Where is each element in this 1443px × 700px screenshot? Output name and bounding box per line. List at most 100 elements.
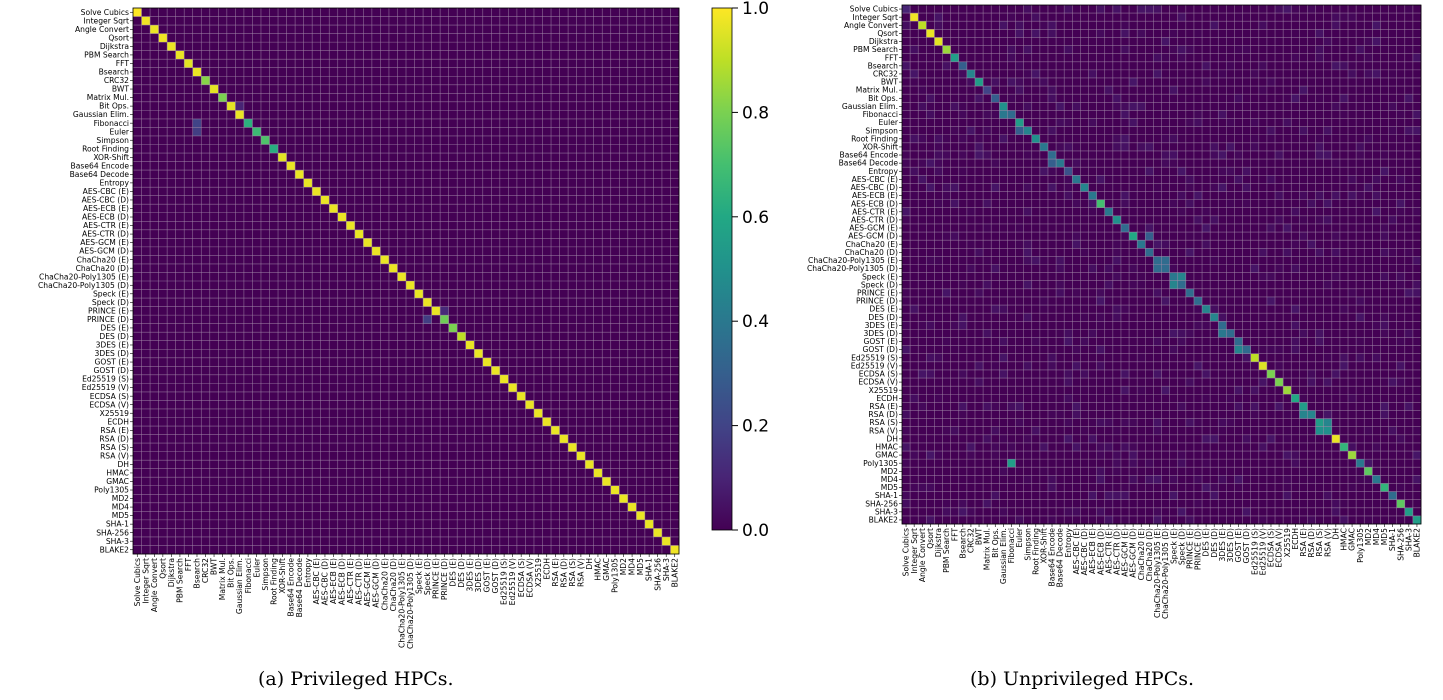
heatmap-cell bbox=[602, 400, 612, 410]
heatmap-cell bbox=[448, 485, 458, 495]
heatmap-cell bbox=[423, 323, 432, 333]
heatmap-cell bbox=[235, 170, 245, 179]
heatmap-cell bbox=[525, 366, 535, 376]
heatmap-cell bbox=[337, 485, 347, 495]
heatmap-cell bbox=[431, 110, 441, 120]
heatmap-cell bbox=[260, 8, 270, 17]
heatmap-cell bbox=[380, 16, 390, 26]
heatmap-cell bbox=[1177, 5, 1187, 14]
heatmap-cell bbox=[1023, 13, 1033, 22]
heatmap-cell bbox=[482, 93, 492, 103]
heatmap-cell bbox=[320, 434, 330, 444]
heatmap-cell bbox=[585, 135, 594, 145]
heatmap-cell bbox=[278, 502, 287, 512]
heatmap-cell bbox=[559, 101, 569, 111]
heatmap-cell bbox=[619, 545, 629, 555]
heatmap-cell bbox=[320, 246, 330, 256]
heatmap-cell bbox=[448, 443, 458, 452]
heatmap-cell bbox=[1234, 5, 1243, 14]
heatmap-cell bbox=[491, 426, 501, 435]
heatmap-cell bbox=[167, 289, 176, 299]
heatmap-cell bbox=[474, 204, 484, 214]
heatmap-cell bbox=[448, 323, 458, 333]
heatmap-cell bbox=[158, 84, 168, 94]
heatmap-cell bbox=[235, 101, 245, 111]
heatmap-cell bbox=[158, 246, 168, 256]
heatmap-cell bbox=[482, 477, 492, 487]
heatmap-cell bbox=[218, 306, 228, 316]
heatmap-cell bbox=[192, 400, 202, 410]
heatmap-cell bbox=[516, 443, 526, 452]
heatmap-cell bbox=[260, 349, 270, 359]
heatmap-cell bbox=[167, 408, 176, 418]
heatmap-cell bbox=[303, 272, 313, 282]
heatmap-cell bbox=[354, 204, 364, 214]
heatmap-cell bbox=[602, 127, 612, 137]
heatmap-cell bbox=[209, 93, 219, 103]
heatmap-cell bbox=[559, 443, 569, 452]
heatmap-cell bbox=[1072, 21, 1081, 30]
heatmap-cell bbox=[602, 477, 612, 487]
heatmap-cell bbox=[278, 289, 287, 299]
heatmap-cell bbox=[653, 306, 663, 316]
heatmap-cell bbox=[346, 272, 356, 282]
heatmap-cell bbox=[465, 323, 475, 333]
heatmap-cell bbox=[414, 246, 424, 256]
heatmap-cell bbox=[209, 400, 219, 410]
heatmap-cell bbox=[474, 110, 484, 120]
heatmap-cell bbox=[423, 366, 432, 376]
heatmap-cell bbox=[397, 315, 407, 324]
heatmap-cell bbox=[661, 545, 671, 555]
heatmap-cell bbox=[158, 408, 168, 418]
heatmap-cell bbox=[269, 93, 279, 103]
heatmap-cell bbox=[150, 272, 159, 282]
heatmap-cell bbox=[269, 477, 279, 487]
heatmap-cell bbox=[312, 357, 321, 367]
heatmap-cell bbox=[363, 494, 373, 504]
heatmap-cell bbox=[670, 246, 680, 256]
heatmap-cell bbox=[303, 332, 313, 342]
heatmap-cell bbox=[184, 323, 194, 333]
heatmap-cell bbox=[1372, 5, 1381, 14]
heatmap-cell bbox=[252, 187, 262, 196]
heatmap-cell bbox=[423, 485, 432, 495]
heatmap-cell bbox=[243, 221, 253, 231]
heatmap-cell bbox=[260, 135, 270, 145]
y-tick-label: AES-GCM (E) bbox=[80, 238, 129, 247]
heatmap-cell bbox=[602, 536, 612, 546]
y-tick-label: PRINCE (E) bbox=[88, 306, 129, 315]
heatmap-cell bbox=[619, 451, 629, 461]
heatmap-cell bbox=[218, 16, 228, 26]
heatmap-cell bbox=[406, 50, 415, 60]
heatmap-cell bbox=[619, 59, 629, 69]
heatmap-cell bbox=[218, 170, 228, 179]
heatmap-cell bbox=[991, 53, 1000, 63]
heatmap-cell bbox=[1388, 37, 1397, 46]
heatmap-cell bbox=[184, 238, 194, 248]
heatmap-cell bbox=[991, 21, 1000, 30]
heatmap-cell bbox=[958, 5, 968, 14]
heatmap-cell bbox=[423, 221, 432, 231]
heatmap-cell bbox=[423, 340, 432, 350]
heatmap-cell bbox=[414, 460, 424, 469]
heatmap-cell bbox=[329, 460, 339, 469]
heatmap-cell bbox=[406, 178, 415, 188]
heatmap-cell bbox=[235, 323, 245, 333]
heatmap-cell bbox=[542, 545, 552, 555]
heatmap-cell bbox=[533, 417, 543, 427]
y-tick-label: RSA (S) bbox=[100, 443, 129, 452]
heatmap-cell bbox=[158, 170, 168, 179]
heatmap-cell bbox=[474, 519, 484, 529]
heatmap-cell bbox=[559, 434, 569, 444]
heatmap-cell bbox=[235, 238, 245, 248]
heatmap-cell bbox=[457, 417, 467, 427]
heatmap-cell bbox=[158, 468, 168, 478]
heatmap-cell bbox=[440, 59, 449, 69]
heatmap-cell bbox=[354, 33, 364, 43]
heatmap-cell bbox=[175, 246, 185, 256]
heatmap-cell bbox=[551, 349, 560, 359]
heatmap-cell bbox=[619, 468, 629, 478]
heatmap-cell bbox=[320, 153, 330, 162]
heatmap-cell bbox=[644, 153, 654, 162]
heatmap-cell bbox=[627, 408, 637, 418]
